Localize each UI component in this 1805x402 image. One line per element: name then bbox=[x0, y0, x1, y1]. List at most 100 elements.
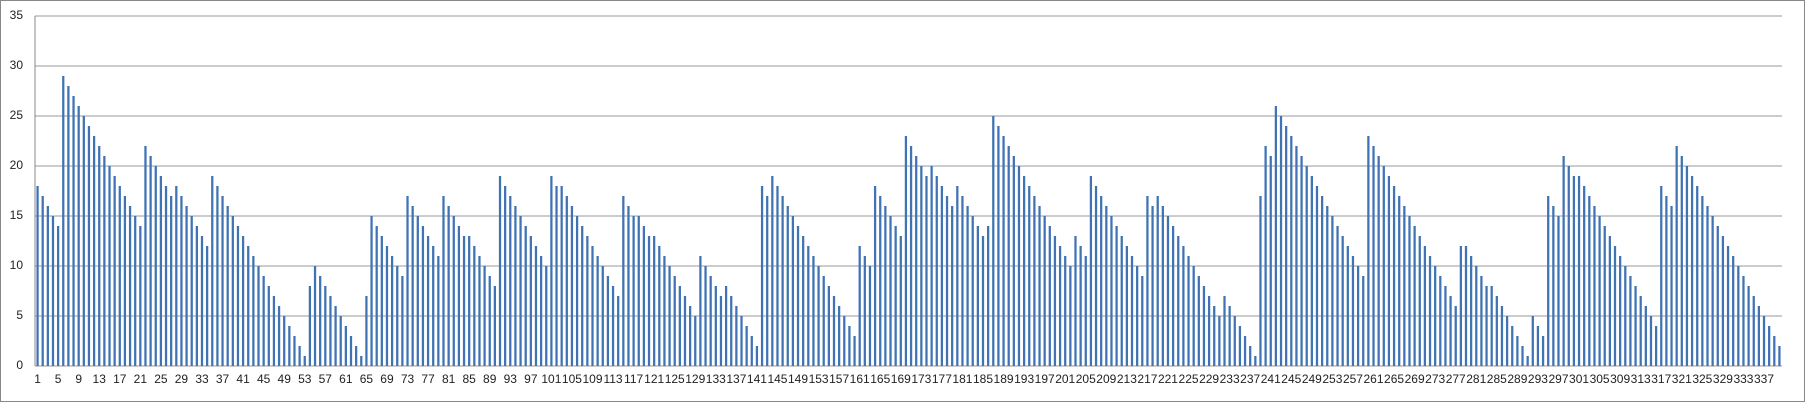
bar bbox=[956, 186, 959, 366]
bar bbox=[832, 296, 836, 366]
bar bbox=[683, 296, 687, 366]
bar bbox=[1243, 336, 1247, 366]
bar bbox=[462, 236, 466, 366]
x-tick-label: 229 bbox=[1199, 372, 1219, 386]
bar bbox=[591, 246, 594, 366]
bar bbox=[493, 286, 497, 366]
bar bbox=[1464, 246, 1468, 366]
bar bbox=[1043, 216, 1046, 366]
bar bbox=[211, 176, 214, 366]
bar bbox=[1372, 146, 1375, 366]
bar bbox=[1516, 336, 1519, 366]
x-tick-label: 33 bbox=[195, 372, 209, 386]
bar bbox=[966, 206, 969, 366]
bar bbox=[360, 356, 363, 366]
x-tick-label: 117 bbox=[624, 372, 643, 386]
bar bbox=[766, 196, 769, 366]
bar bbox=[139, 226, 142, 366]
bar bbox=[1588, 196, 1591, 366]
x-tick-label: 137 bbox=[726, 372, 746, 386]
bar bbox=[277, 306, 281, 366]
x-tick-label: 273 bbox=[1425, 372, 1445, 386]
bar bbox=[1053, 236, 1057, 366]
bar bbox=[123, 196, 127, 366]
bar bbox=[1408, 216, 1411, 366]
bar bbox=[1295, 146, 1298, 366]
bar bbox=[1218, 316, 1221, 366]
bar bbox=[283, 316, 286, 366]
bar bbox=[103, 156, 106, 366]
x-tick-label: 21 bbox=[134, 372, 148, 386]
x-tick-label: 53 bbox=[298, 372, 312, 386]
y-tick-label: 25 bbox=[10, 108, 24, 122]
bar bbox=[817, 266, 820, 366]
bar bbox=[596, 256, 599, 366]
bar bbox=[447, 206, 450, 366]
bar bbox=[843, 316, 846, 366]
bar bbox=[1367, 136, 1370, 366]
bar bbox=[1418, 236, 1421, 366]
bar bbox=[175, 186, 178, 366]
bar bbox=[1356, 266, 1360, 366]
bar bbox=[344, 326, 347, 366]
bar bbox=[1403, 206, 1406, 366]
y-tick-label: 30 bbox=[10, 58, 24, 72]
bar bbox=[827, 286, 830, 366]
bar bbox=[370, 216, 373, 366]
bar bbox=[909, 146, 913, 366]
bar bbox=[1423, 246, 1427, 366]
bar bbox=[555, 186, 558, 366]
x-tick-label: 37 bbox=[216, 372, 230, 386]
x-tick-label: 205 bbox=[1076, 372, 1096, 386]
bar bbox=[560, 186, 563, 366]
bar bbox=[257, 266, 260, 366]
bar bbox=[498, 176, 502, 366]
bar bbox=[1768, 326, 1771, 366]
x-tick-label: 277 bbox=[1446, 372, 1466, 386]
bar bbox=[1100, 196, 1103, 366]
bar bbox=[807, 246, 810, 366]
bar bbox=[324, 286, 327, 366]
bar bbox=[1629, 276, 1632, 366]
x-tick-label: 177 bbox=[932, 372, 952, 386]
bar bbox=[1413, 226, 1416, 366]
bar bbox=[1552, 206, 1555, 366]
bar bbox=[252, 256, 255, 366]
bar bbox=[1069, 266, 1072, 366]
bar bbox=[1146, 196, 1149, 366]
bar bbox=[904, 136, 908, 366]
x-tick-label: 213 bbox=[1117, 372, 1137, 386]
bar bbox=[92, 136, 96, 366]
bar bbox=[1737, 266, 1740, 366]
bar bbox=[1726, 246, 1730, 366]
bar bbox=[159, 176, 163, 366]
bar bbox=[1603, 226, 1606, 366]
x-tick-label: 149 bbox=[788, 372, 808, 386]
bar bbox=[1058, 246, 1062, 366]
bar bbox=[719, 296, 723, 366]
bar bbox=[46, 206, 49, 366]
bar bbox=[1624, 266, 1627, 366]
bar bbox=[796, 226, 800, 366]
bar bbox=[1012, 156, 1015, 366]
bar bbox=[1665, 196, 1668, 366]
bar bbox=[586, 236, 589, 366]
bar bbox=[1762, 316, 1766, 366]
bar bbox=[1649, 316, 1653, 366]
bar bbox=[1439, 276, 1442, 366]
bar bbox=[390, 256, 394, 366]
bar bbox=[1541, 336, 1545, 366]
bar bbox=[1711, 216, 1714, 366]
x-tick-label: 313 bbox=[1631, 372, 1651, 386]
y-tick-label: 0 bbox=[16, 358, 23, 372]
bar bbox=[935, 176, 938, 366]
x-tick-label: 321 bbox=[1672, 372, 1692, 386]
bar bbox=[488, 276, 491, 366]
bar bbox=[247, 246, 250, 366]
bar bbox=[1434, 266, 1437, 366]
bar bbox=[1454, 306, 1457, 366]
bar bbox=[1505, 316, 1509, 366]
bar bbox=[611, 286, 615, 366]
bar bbox=[134, 216, 137, 366]
